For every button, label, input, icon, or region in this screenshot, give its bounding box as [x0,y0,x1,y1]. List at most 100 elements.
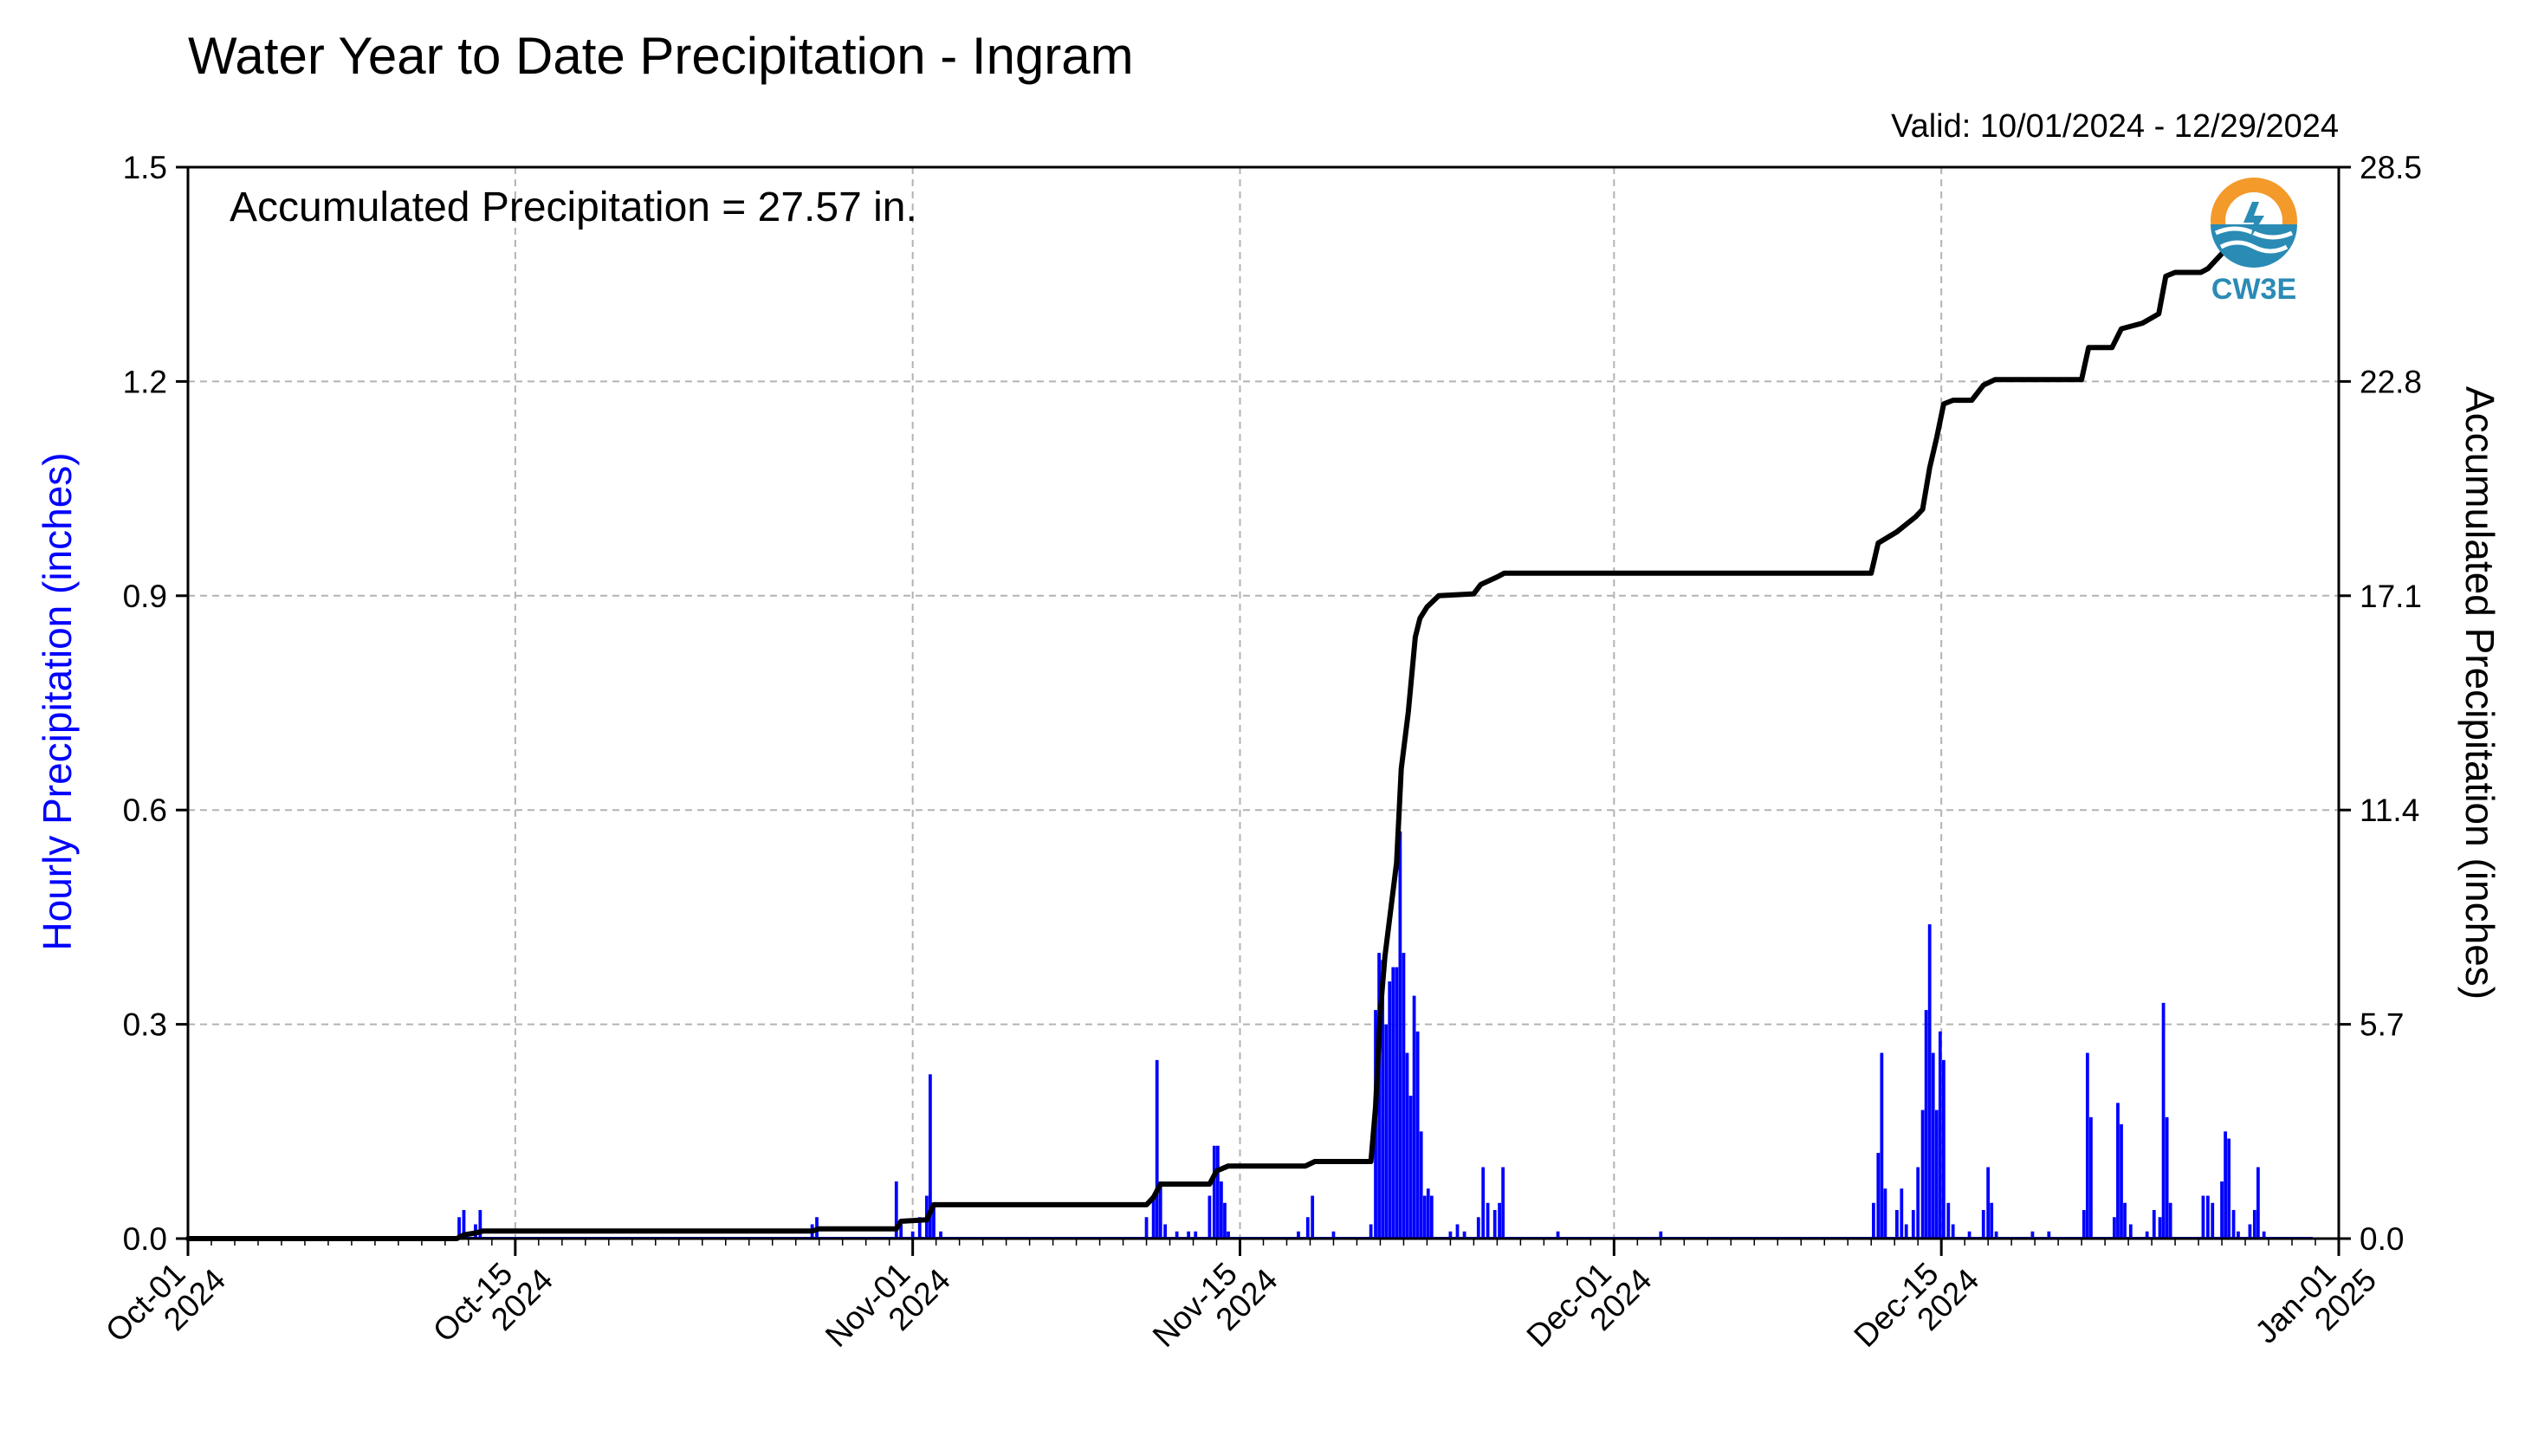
precip-bar [1476,1217,1480,1239]
precip-bar [2224,1131,2227,1239]
precip-bar [1934,1110,1939,1239]
precip-bar [1941,1059,1946,1239]
precip-bar [2120,1124,2123,1239]
precip-bar [2248,1224,2252,1239]
precip-bar [1462,1231,1466,1239]
precip-bar [2145,1231,2149,1239]
precip-bar [2231,1210,2236,1239]
accumulated-annotation: Accumulated Precipitation = 27.57 in. [230,184,917,230]
precip-bar [1223,1202,1227,1239]
precip-bar [1369,1224,1373,1239]
precip-bar [1422,1195,1427,1239]
precip-bar [462,1210,466,1239]
y-tick-label-right: 28.5 [2360,150,2422,185]
precip-bar [2262,1231,2266,1239]
precip-bar [1883,1188,1887,1239]
y-tick-label-left: 0.0 [123,1221,167,1257]
precip-bar [1448,1231,1453,1239]
precip-bar [457,1217,461,1239]
precip-bar [1388,981,1392,1239]
precip-bar [1994,1231,1998,1239]
precip-bar [1405,1052,1409,1239]
precip-bar [478,1210,482,1239]
precip-bar [1938,1031,1942,1239]
precip-bar [1155,1059,1159,1239]
precip-bar [1876,1153,1881,1239]
precip-bar [1402,953,1406,1239]
y-tick-label-left: 0.6 [123,793,167,828]
precip-bar [929,1074,932,1239]
precip-bar [2082,1210,2086,1239]
logo-wave-line-2 [2219,240,2289,254]
accumulated-line-group [185,199,2271,1241]
precip-bar [1187,1231,1191,1239]
precip-bar [2220,1181,2224,1239]
precip-bar [1455,1224,1460,1239]
precip-bar [2201,1195,2205,1239]
precip-bar [2030,1231,2035,1239]
precip-bar [2256,1167,2260,1239]
precip-bar [1492,1210,1497,1239]
precip-bar [1967,1231,1971,1239]
precip-bar [1395,967,1399,1239]
precip-bar [2116,1103,2120,1239]
precip-bar [1311,1195,1315,1239]
precip-bar [894,1181,898,1239]
precip-bar [1920,1110,1925,1239]
precip-bar [1412,995,1416,1239]
precip-bar [1220,1181,1223,1239]
precip-bar [1381,960,1385,1239]
precip-bar [1415,1031,1420,1239]
cw3e-logo: CW3E [2211,178,2297,306]
precip-bar [1426,1188,1430,1239]
precip-bar [1911,1210,1915,1239]
precip-bar [1408,1096,1413,1239]
precip-bar [1659,1231,1663,1239]
precip-bar [2211,1202,2215,1239]
precip-bar [1556,1231,1560,1239]
precip-bar [1305,1217,1310,1239]
logo-bolt-icon [2243,202,2264,238]
precip-bar [1986,1167,1991,1239]
precip-bar [1158,1181,1162,1239]
y-tick-label-right: 22.8 [2360,364,2422,399]
precip-bar [2128,1224,2133,1239]
y-axis-right-label: Accumulated Precipitation (inches) [2457,386,2502,1000]
precip-bar [2237,1231,2240,1239]
precip-bar [1931,1052,1935,1239]
precip-bar [2168,1202,2172,1239]
precip-bar [2158,1217,2162,1239]
precip-bar [1951,1224,1955,1239]
precip-bar [1924,1010,1928,1239]
y-tick-label-left: 0.9 [123,579,167,614]
precip-bar [2227,1138,2231,1239]
precip-bar [1175,1231,1179,1239]
precip-bar [1900,1188,1904,1239]
y-tick-label-left: 1.2 [123,364,167,399]
precip-bar [1144,1217,1149,1239]
precip-bar [917,1217,922,1239]
precip-bar [1215,1145,1220,1239]
precip-bar [1207,1195,1212,1239]
y-tick-label-right: 17.1 [2360,579,2422,614]
precip-bar [1391,967,1395,1239]
precip-bar [2089,1116,2093,1239]
precip-bar [1429,1195,1434,1239]
precip-bar [1377,953,1381,1239]
y-tick-label-right: 5.7 [2360,1007,2404,1043]
precip-bar [2205,1195,2210,1239]
precip-bar [1331,1231,1336,1239]
logo-text: CW3E [2211,273,2296,306]
chart-title: Water Year to Date Precipitation - Ingra… [188,27,1134,85]
y-tick-label-left: 0.3 [123,1007,167,1043]
precip-bar [932,1202,936,1239]
valid-range: Valid: 10/01/2024 - 12/29/2024 [1891,108,2339,145]
precip-bar [1895,1210,1899,1239]
precip-bar [1194,1231,1198,1239]
precip-bar [1481,1167,1486,1239]
precip-bar [1904,1224,1908,1239]
precip-bar [2152,1210,2156,1239]
